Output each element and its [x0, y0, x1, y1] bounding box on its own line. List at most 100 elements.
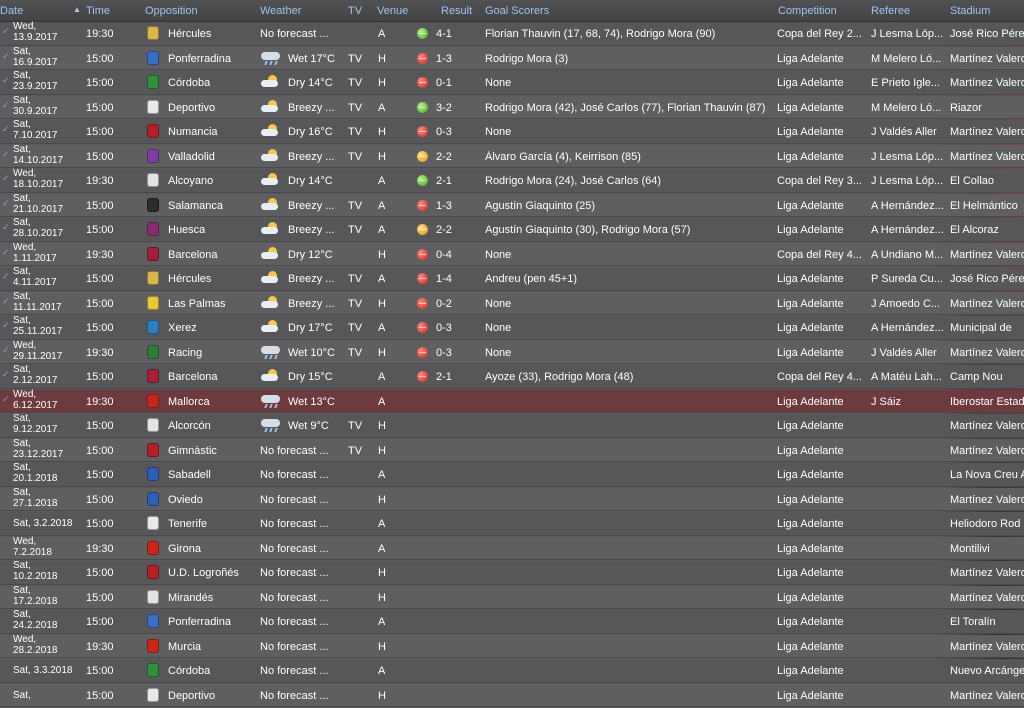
opposition-link[interactable]: Hércules — [168, 28, 212, 40]
fixture-row[interactable]: Sat, 9.12.2017 15:00 Alcorcón Wet 9°C TV H Liga… — [0, 413, 1024, 438]
competition-link[interactable]: Liga Adelante — [777, 665, 844, 677]
referee-link[interactable]: A Hernández... — [871, 199, 944, 212]
fixture-row[interactable]: ✓ Wed, 6.12.2017 19:30 Mallorca Wet 13°C A Liga… — [0, 389, 1024, 413]
referee-link[interactable]: M Melero Ló... — [871, 101, 942, 114]
opposition-link[interactable]: Racing — [168, 346, 203, 359]
fixture-row[interactable]: ✓ Sat, 21.10.2017 15:00 Salamanca Breezy ... T… — [0, 193, 1024, 217]
match-score[interactable]: 4-1 — [436, 28, 452, 40]
competition-link[interactable]: Liga Adelante — [777, 273, 844, 285]
match-score[interactable]: 2-1 — [436, 175, 452, 187]
opposition-link[interactable]: Girona — [168, 542, 202, 555]
competition-link[interactable]: Liga Adelante — [777, 420, 844, 432]
competition-link[interactable]: Liga Adelante — [777, 640, 844, 653]
fixture-row[interactable]: ✓ Wed, 1.11.2017 19:30 Barcelona Dry 12°C H 0-4… — [0, 242, 1024, 266]
column-header-goal-scorers[interactable]: Goal Scorers — [485, 5, 550, 17]
match-score[interactable]: 0-3 — [436, 346, 452, 359]
column-header-weather[interactable]: Weather — [260, 5, 302, 17]
competition-link[interactable]: Copa del Rey 3... — [777, 175, 862, 187]
match-score[interactable]: 0-3 — [436, 322, 452, 334]
competition-link[interactable]: Liga Adelante — [777, 77, 844, 89]
competition-link[interactable]: Copa del Rey 4... — [777, 371, 862, 383]
competition-link[interactable]: Liga Adelante — [777, 616, 844, 628]
referee-link[interactable]: J Lesma Lóp... — [871, 150, 944, 163]
competition-link[interactable]: Liga Adelante — [777, 469, 844, 481]
opposition-link[interactable]: Mallorca — [168, 395, 210, 408]
fixture-row[interactable]: Sat, 15:00 Deportivo No forecast ... H Liga A… — [0, 683, 1024, 707]
competition-link[interactable]: Liga Adelante — [777, 444, 844, 457]
competition-link[interactable]: Liga Adelante — [777, 542, 844, 555]
match-score[interactable]: 3-2 — [436, 101, 452, 114]
referee-link[interactable]: P Sureda Cu... — [871, 273, 943, 285]
competition-link[interactable]: Liga Adelante — [777, 150, 844, 163]
fixture-row[interactable]: ✓ Sat, 11.11.2017 15:00 Las Palmas Breezy ...… — [0, 291, 1024, 315]
fixture-row[interactable]: Sat, 3.2.2018 15:00 Tenerife No forecast ..… — [0, 512, 1024, 536]
referee-link[interactable]: J Amoedo C... — [871, 297, 941, 310]
fixture-row[interactable]: ✓ Sat, 25.11.2017 15:00 Xerez Dry 17°C TV A 0-3 N… — [0, 315, 1024, 340]
competition-link[interactable]: Liga Adelante — [777, 322, 844, 334]
match-score[interactable]: 1-3 — [436, 199, 452, 212]
fixture-row[interactable]: ✓ Sat, 4.11.2017 15:00 Hércules Breezy ... TV A… — [0, 266, 1024, 291]
competition-link[interactable]: Liga Adelante — [777, 346, 844, 359]
opposition-link[interactable]: Barcelona — [168, 248, 218, 261]
competition-link[interactable]: Liga Adelante — [777, 126, 844, 138]
column-header-stadium[interactable]: Stadium — [950, 5, 991, 17]
opposition-link[interactable]: Córdoba — [168, 665, 211, 677]
fixture-row[interactable]: ✓ Sat, 7.10.2017 15:00 Numancia Dry 16°C TV H 0-… — [0, 119, 1024, 144]
opposition-link[interactable]: Hércules — [168, 273, 212, 285]
competition-link[interactable]: Liga Adelante — [777, 567, 844, 579]
competition-link[interactable]: Copa del Rey 4... — [777, 248, 862, 261]
referee-link[interactable]: J Sáiz — [871, 395, 901, 408]
competition-link[interactable]: Liga Adelante — [777, 297, 844, 310]
opposition-link[interactable]: Alcorcón — [168, 420, 211, 432]
match-score[interactable]: 0-2 — [436, 297, 452, 310]
referee-link[interactable]: J Valdés Aller — [871, 346, 937, 359]
match-score[interactable]: 0-4 — [436, 248, 452, 261]
fixture-row[interactable]: Sat, 23.12.2017 15:00 Gimnàstic No forecast … — [0, 438, 1024, 462]
fixture-row[interactable]: Sat, 24.2.2018 15:00 Ponferradina No forecas… — [0, 609, 1024, 634]
competition-link[interactable]: Liga Adelante — [777, 689, 844, 702]
fixture-row[interactable]: Sat, 10.2.2018 15:00 U.D. Logroñés No foreca… — [0, 560, 1024, 585]
opposition-link[interactable]: Alcoyano — [168, 175, 214, 187]
column-header-venue[interactable]: Venue — [377, 5, 409, 17]
referee-link[interactable]: J Valdés Aller — [871, 126, 937, 138]
column-header-result[interactable]: Result — [441, 5, 473, 17]
competition-link[interactable]: Liga Adelante — [777, 591, 844, 604]
fixture-row[interactable]: ✓ Wed, 13.9.2017 19:30 Hércules No forecast .… — [0, 21, 1024, 46]
column-header-date[interactable]: Date — [0, 5, 24, 17]
match-score[interactable]: 2-2 — [436, 224, 452, 236]
fixture-row[interactable]: ✓ Sat, 30.9.2017 15:00 Deportivo Breezy ... TV… — [0, 95, 1024, 119]
fixture-row[interactable]: ✓ Wed, 29.11.2017 19:30 Racing Wet 10°C TV H 0-3… — [0, 340, 1024, 364]
competition-link[interactable]: Liga Adelante — [777, 199, 844, 212]
referee-link[interactable]: E Prieto Igle... — [871, 77, 941, 89]
fixture-row[interactable]: Sat, 20.1.2018 15:00 Sabadell No forecast ..… — [0, 462, 1024, 487]
opposition-link[interactable]: Xerez — [168, 322, 197, 334]
opposition-link[interactable]: Ponferradina — [168, 616, 231, 628]
competition-link[interactable]: Liga Adelante — [777, 224, 844, 236]
opposition-link[interactable]: Salamanca — [168, 199, 224, 212]
referee-link[interactable]: M Melero Ló... — [871, 52, 942, 65]
fixture-row[interactable]: ✓ Wed, 18.10.2017 19:30 Alcoyano Dry 14°C A 2-1… — [0, 168, 1024, 193]
fixture-row[interactable]: Wed, 28.2.2018 19:30 Murcia No forecast ... H… — [0, 634, 1024, 658]
fixture-row[interactable]: ✓ Sat, 16.9.2017 15:00 Ponferradina Wet 17°C T… — [0, 46, 1024, 70]
opposition-link[interactable]: Valladolid — [168, 150, 215, 163]
opposition-link[interactable]: Ponferradina — [168, 52, 231, 65]
opposition-link[interactable]: Sabadell — [168, 469, 211, 481]
match-score[interactable]: 0-1 — [436, 77, 452, 89]
column-header-referee[interactable]: Referee — [871, 5, 911, 17]
opposition-link[interactable]: Mirandés — [168, 591, 214, 604]
match-score[interactable]: 1-3 — [436, 52, 452, 65]
opposition-link[interactable]: U.D. Logroñés — [168, 567, 239, 579]
referee-link[interactable]: A Hernández... — [871, 322, 944, 334]
column-header-tv[interactable]: TV — [348, 5, 363, 17]
fixture-row[interactable]: Wed, 7.2.2018 19:30 Girona No forecast ... A L… — [0, 536, 1024, 560]
referee-link[interactable]: A Undiano M... — [871, 248, 944, 261]
referee-link[interactable]: J Lesma Lóp... — [871, 175, 944, 187]
fixture-row[interactable]: ✓ Sat, 14.10.2017 15:00 Valladolid Breezy ...… — [0, 144, 1024, 168]
opposition-link[interactable]: Gimnàstic — [168, 444, 217, 457]
opposition-link[interactable]: Numancia — [168, 126, 218, 138]
competition-link[interactable]: Liga Adelante — [777, 395, 844, 408]
opposition-link[interactable]: Córdoba — [168, 77, 211, 89]
fixture-row[interactable]: Sat, 17.2.2018 15:00 Mirandés No forecast ..… — [0, 585, 1024, 609]
column-header-time[interactable]: Time — [86, 5, 111, 17]
referee-link[interactable]: J Lesma Lóp... — [871, 28, 944, 40]
